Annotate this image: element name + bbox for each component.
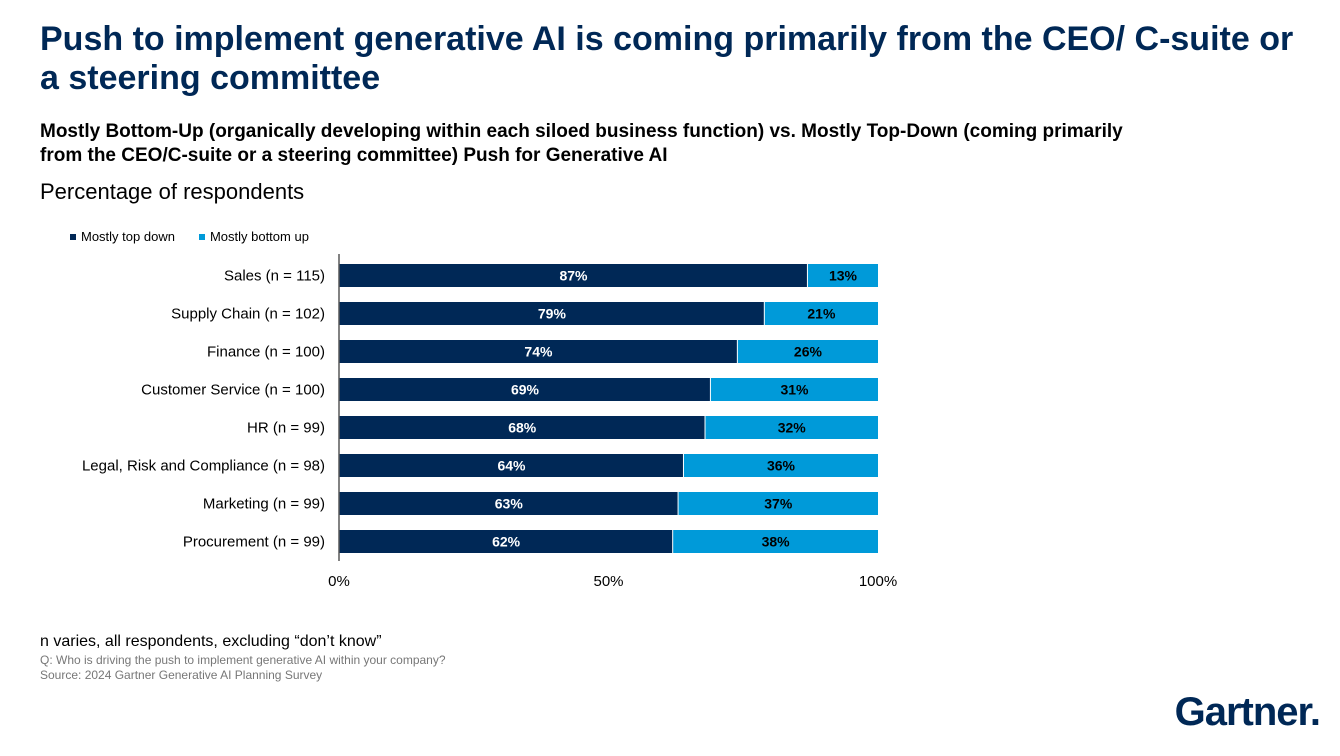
data-label-bottom-up: 21% — [807, 306, 836, 322]
category-label: Legal, Risk and Compliance (n = 98) — [82, 458, 325, 475]
legend-label-top-down: Mostly top down — [81, 229, 175, 244]
bar-top-down — [339, 530, 673, 553]
stacked-bar-chart: Sales (n = 115) 87% 13% Supply Chain (n = 1… — [82, 254, 897, 590]
bar-top-down — [339, 302, 764, 325]
legend-label-bottom-up: Mostly bottom up — [209, 229, 309, 244]
bar-top-down — [339, 378, 710, 401]
data-label-top-down: 68% — [508, 420, 537, 436]
data-label-bottom-up: 31% — [780, 382, 809, 398]
bar-bottom-up — [683, 454, 878, 477]
legend: Mostly top down Mostly bottom up — [70, 228, 309, 246]
legend-item-bottom-up: Mostly bottom up — [198, 228, 309, 246]
x-tick-label: 100% — [859, 573, 897, 590]
footer-question: Q: Who is driving the push to implement … — [40, 653, 446, 667]
category-label: HR (n = 99) — [247, 420, 325, 437]
legend-item-top-down: Mostly top down — [70, 228, 175, 246]
data-label-bottom-up: 13% — [829, 268, 858, 284]
measure-label: Percentage of respondents — [40, 179, 305, 204]
data-label-top-down: 74% — [524, 344, 553, 360]
bar-top-down — [339, 492, 678, 515]
data-label-bottom-up: 36% — [767, 458, 796, 474]
bar-bottom-up — [673, 530, 878, 553]
bar-top-down — [339, 416, 705, 439]
data-label-top-down: 62% — [492, 534, 521, 550]
category-label: Customer Service (n = 100) — [141, 382, 325, 399]
x-tick-label: 0% — [328, 573, 350, 590]
data-label-bottom-up: 37% — [764, 496, 793, 512]
gartner-logo: Gartner. — [1174, 690, 1321, 734]
data-label-top-down: 79% — [538, 306, 567, 322]
category-label: Finance (n = 100) — [207, 344, 325, 361]
category-label: Marketing (n = 99) — [203, 496, 325, 513]
bar-bottom-up — [705, 416, 878, 439]
data-label-top-down: 63% — [495, 496, 524, 512]
bar-top-down — [339, 454, 683, 477]
bar-bottom-up — [807, 264, 878, 287]
footer-note: n varies, all respondents, excluding “do… — [40, 633, 382, 650]
data-label-top-down: 69% — [511, 382, 540, 398]
chart-subtitle: Mostly Bottom-Up (organically developing… — [40, 121, 1123, 166]
bar-bottom-up — [764, 302, 878, 325]
category-label: Procurement (n = 99) — [183, 534, 325, 551]
bar-top-down — [339, 264, 807, 287]
data-label-bottom-up: 32% — [778, 420, 807, 436]
bar-bottom-up — [678, 492, 878, 515]
legend-swatch-bottom-up — [198, 234, 205, 240]
data-label-bottom-up: 26% — [794, 344, 823, 360]
legend-swatch-top-down — [70, 234, 76, 240]
logo-text: Gartner — [1174, 690, 1311, 734]
category-label: Sales (n = 115) — [224, 268, 325, 285]
x-tick-label: 50% — [593, 573, 623, 590]
bar-bottom-up — [710, 378, 878, 401]
chart-title: Push to implement generative AI is comin… — [40, 20, 1294, 97]
data-label-top-down: 64% — [497, 458, 526, 474]
bar-bottom-up — [737, 340, 878, 363]
data-label-top-down: 87% — [559, 268, 588, 284]
category-label: Supply Chain (n = 102) — [171, 306, 325, 323]
data-label-bottom-up: 38% — [762, 534, 791, 550]
footer-source: Source: 2024 Gartner Generative AI Plann… — [40, 668, 323, 682]
bar-top-down — [339, 340, 737, 363]
logo-dot: . — [1309, 690, 1321, 734]
